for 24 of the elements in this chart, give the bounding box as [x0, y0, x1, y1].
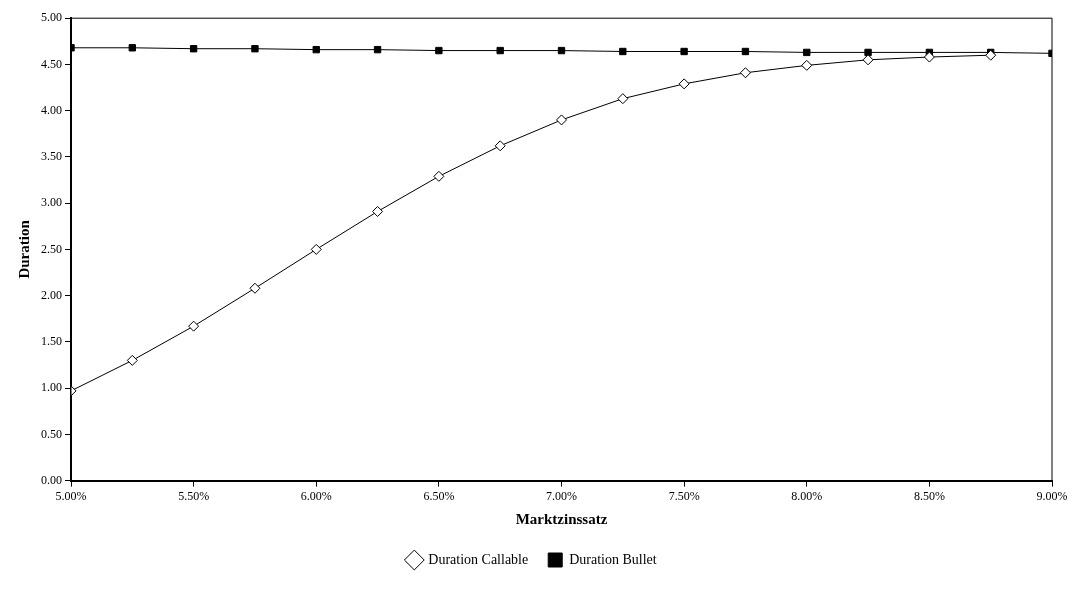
- x-tick-label: 8.00%: [791, 488, 823, 503]
- x-tick-label: 6.00%: [300, 488, 332, 503]
- y-tick-label: 0.50: [41, 426, 62, 441]
- y-tick-label: 1.00: [41, 380, 62, 395]
- x-tick-label: 7.50%: [668, 488, 700, 503]
- legend-label: Duration Bullet: [569, 551, 657, 567]
- y-tick-label: 2.50: [41, 241, 62, 256]
- x-tick-label: 8.50%: [913, 488, 945, 503]
- x-axis-title: Marktzinssatz: [515, 510, 608, 527]
- y-axis-title: Duration: [15, 219, 32, 279]
- x-tick-label: 5.50%: [178, 488, 210, 503]
- y-tick-label: 0.00: [41, 472, 62, 487]
- x-tick-label: 7.00%: [546, 488, 577, 503]
- y-tick-label: 2.00: [41, 287, 62, 302]
- y-tick-label: 3.50: [41, 149, 62, 164]
- y-tick-label: 5.00: [41, 10, 62, 25]
- y-tick-label: 3.00: [41, 195, 62, 210]
- x-tick-label: 9.00%: [1036, 488, 1068, 503]
- x-tick-label: 6.50%: [423, 488, 455, 503]
- y-tick-label: 1.50: [41, 334, 62, 349]
- legend-label: Duration Callable: [428, 551, 529, 567]
- y-tick-label: 4.00: [41, 102, 62, 117]
- y-tick-label: 4.50: [41, 56, 62, 71]
- x-tick-label: 5.00%: [55, 488, 87, 503]
